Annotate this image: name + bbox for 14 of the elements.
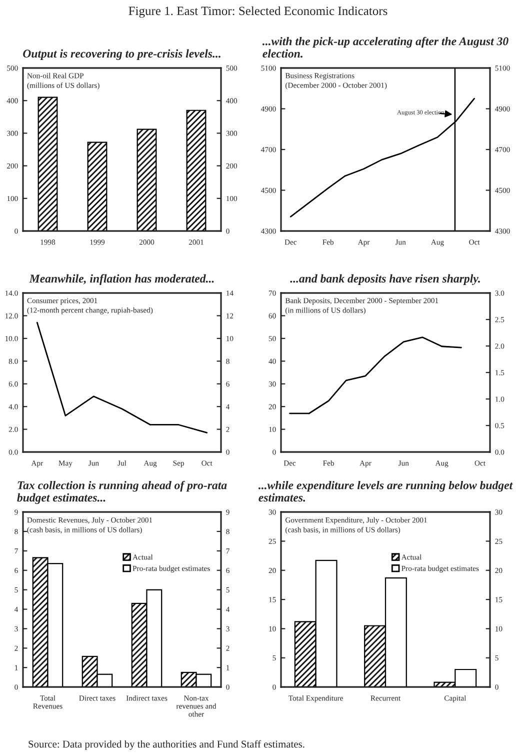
chart-title: ...and bank deposits have risen sharply. — [290, 274, 480, 285]
bar — [87, 142, 108, 231]
chart-title: Tax collection is running ahead of pro-rata budget estimates... — [17, 480, 227, 504]
chart-title: ...with the pick-up accelerating after the August 30 election. — [262, 36, 508, 58]
bar — [186, 110, 206, 231]
line-series — [289, 336, 462, 414]
bar — [38, 96, 58, 231]
chart-title: Meanwhile, inflation has moderated... — [29, 274, 214, 285]
bar — [136, 128, 157, 231]
caption: Figure 1. East Timor: Selected Economic Indicators — [128, 6, 388, 18]
line-series — [36, 322, 208, 434]
chart-title: ...while expenditure levels are running below budget estimates. — [258, 480, 513, 502]
source-note: Source: Data provided by the authorities and Fund Staff estimates. — [28, 740, 304, 750]
chart-title: Output is recovering to pre-crisis levels... — [23, 49, 220, 60]
